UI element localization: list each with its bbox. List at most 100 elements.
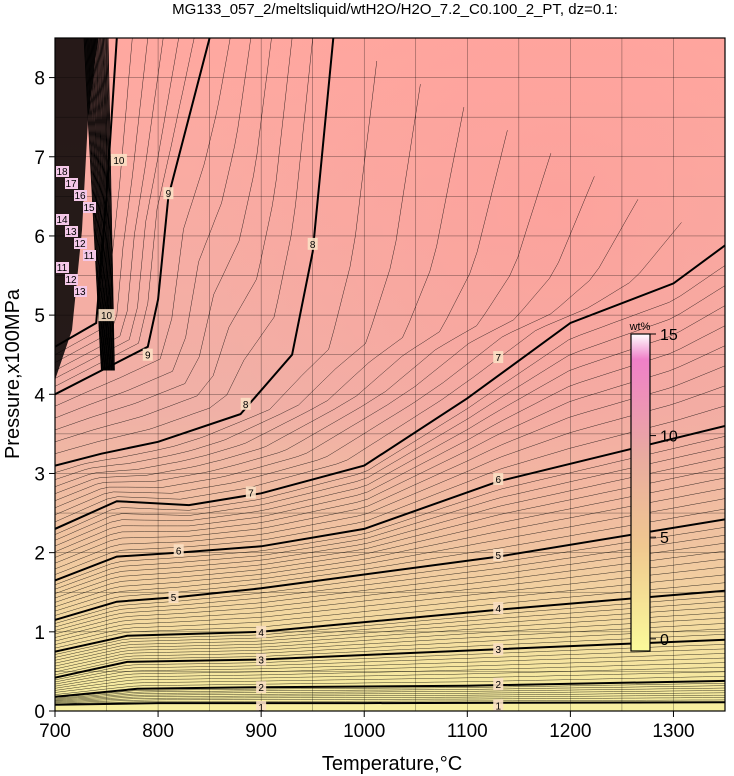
thin-contour	[55, 628, 725, 673]
thin-contour	[55, 683, 725, 698]
edge-label-bg	[74, 190, 87, 201]
y-tick-label: 6	[34, 227, 45, 248]
colorbar-tick-label: 10	[660, 429, 678, 446]
thin-contour	[55, 558, 725, 638]
contour-label-bg	[493, 678, 504, 691]
thin-contour	[55, 130, 508, 494]
x-tick-label: 700	[39, 721, 71, 742]
thin-contour	[55, 697, 725, 704]
thin-contour	[55, 38, 231, 407]
contour-label-bg	[256, 681, 267, 694]
colorbar-tick-label: 0	[660, 632, 669, 649]
thin-contour	[55, 285, 725, 541]
contour-label: 6	[176, 546, 182, 557]
dense-contour-fill	[55, 38, 98, 380]
contour-label: 8	[310, 240, 316, 251]
contour-label-bg	[98, 309, 115, 322]
thin-contour	[55, 38, 252, 419]
contour-label: 5	[495, 551, 501, 562]
edge-label-bg	[83, 250, 96, 261]
thin-contour	[55, 699, 725, 705]
thin-contour	[55, 644, 725, 681]
y-tick-label: 4	[34, 385, 45, 406]
x-tick-label: 800	[142, 721, 174, 742]
edge-label-bg	[56, 214, 69, 225]
contour-label-bg	[256, 653, 267, 666]
contour-label-bg	[493, 699, 504, 711]
x-tick-label: 1300	[652, 721, 694, 742]
chart-title: MG133_057_2/meltsliquid/wtH2O/H2O_7.2_C0…	[172, 1, 618, 18]
colorbar-gradient	[630, 333, 651, 652]
contour-label-bg	[163, 187, 174, 200]
edge-label: 15	[83, 203, 95, 214]
y-axis: 0 1 2 3 4 5 6 7 8	[34, 69, 55, 723]
contour-label: 2	[495, 680, 501, 691]
colorbar-tick-label: 15	[660, 327, 678, 344]
contour-label: 1	[258, 703, 264, 714]
thin-contour	[55, 498, 725, 612]
x-tick-label: 900	[245, 721, 277, 742]
thin-contour	[55, 687, 725, 700]
y-tick-label: 3	[34, 464, 45, 485]
contour-label-bg	[307, 237, 318, 250]
contour-label-bg	[240, 397, 251, 410]
colorbar-tick-label: 5	[660, 530, 669, 547]
thin-contour	[55, 325, 725, 553]
edge-label-bg	[74, 238, 87, 249]
thin-contour	[55, 690, 725, 701]
thin-contour	[55, 617, 725, 667]
contour-label: 4	[495, 604, 501, 615]
thin-contour	[55, 446, 725, 590]
thin-contour	[55, 467, 725, 599]
plot-frame	[54, 37, 726, 712]
edge-label: 16	[74, 191, 86, 202]
colorbar-unit: wt%	[629, 321, 651, 333]
thin-contour	[55, 623, 725, 670]
thin-contour	[55, 38, 272, 431]
thin-contour	[55, 694, 725, 703]
y-tick-label: 2	[34, 544, 45, 565]
thin-contour	[55, 582, 725, 649]
contour-9	[55, 38, 211, 396]
contour-label-bg	[493, 473, 504, 486]
edge-label-bg	[56, 262, 69, 273]
contour-8	[55, 38, 335, 467]
edge-label: 12	[74, 239, 86, 250]
edge-label-bg	[65, 178, 78, 189]
contour-10	[55, 38, 118, 348]
contour-label: 5	[171, 593, 177, 604]
thin-contour	[55, 365, 725, 564]
contour-labels: 1 1 2 2 3 3 4 4 5 5 6 6 7 7 8 8 9 9 10 10	[98, 153, 504, 714]
y-tick-label: 1	[34, 623, 45, 644]
thin-contour	[55, 566, 725, 642]
thin-contour	[55, 671, 725, 693]
contour-label: 9	[145, 351, 151, 362]
thin-contour	[55, 574, 725, 645]
contour-label-bg	[493, 602, 504, 615]
thin-contour	[55, 176, 595, 509]
contour-label: 7	[495, 353, 501, 364]
thin-contour	[55, 550, 725, 635]
thin-contour	[55, 222, 682, 523]
x-axis-label: Temperature,°C	[322, 753, 462, 775]
thin-contour	[55, 199, 639, 516]
contour-label: 10	[113, 156, 125, 167]
thin-contour	[55, 648, 725, 683]
edge-label-bg	[65, 226, 78, 237]
edge-label-bg	[56, 166, 69, 177]
x-tick-label: 1200	[549, 721, 591, 742]
thin-contour	[55, 345, 725, 558]
edge-label-bg	[65, 274, 78, 285]
edge-label-bg	[74, 286, 87, 297]
thin-contour	[55, 488, 725, 608]
edge-label: 18	[56, 167, 68, 178]
contour-label-bg	[110, 153, 127, 166]
edge-label: 17	[65, 179, 77, 190]
contour-label-bg	[142, 348, 153, 361]
y-tick-label: 8	[34, 69, 45, 90]
thin-contour	[55, 38, 293, 443]
edge-label: 11	[84, 251, 95, 262]
contour-label: 6	[495, 475, 501, 486]
